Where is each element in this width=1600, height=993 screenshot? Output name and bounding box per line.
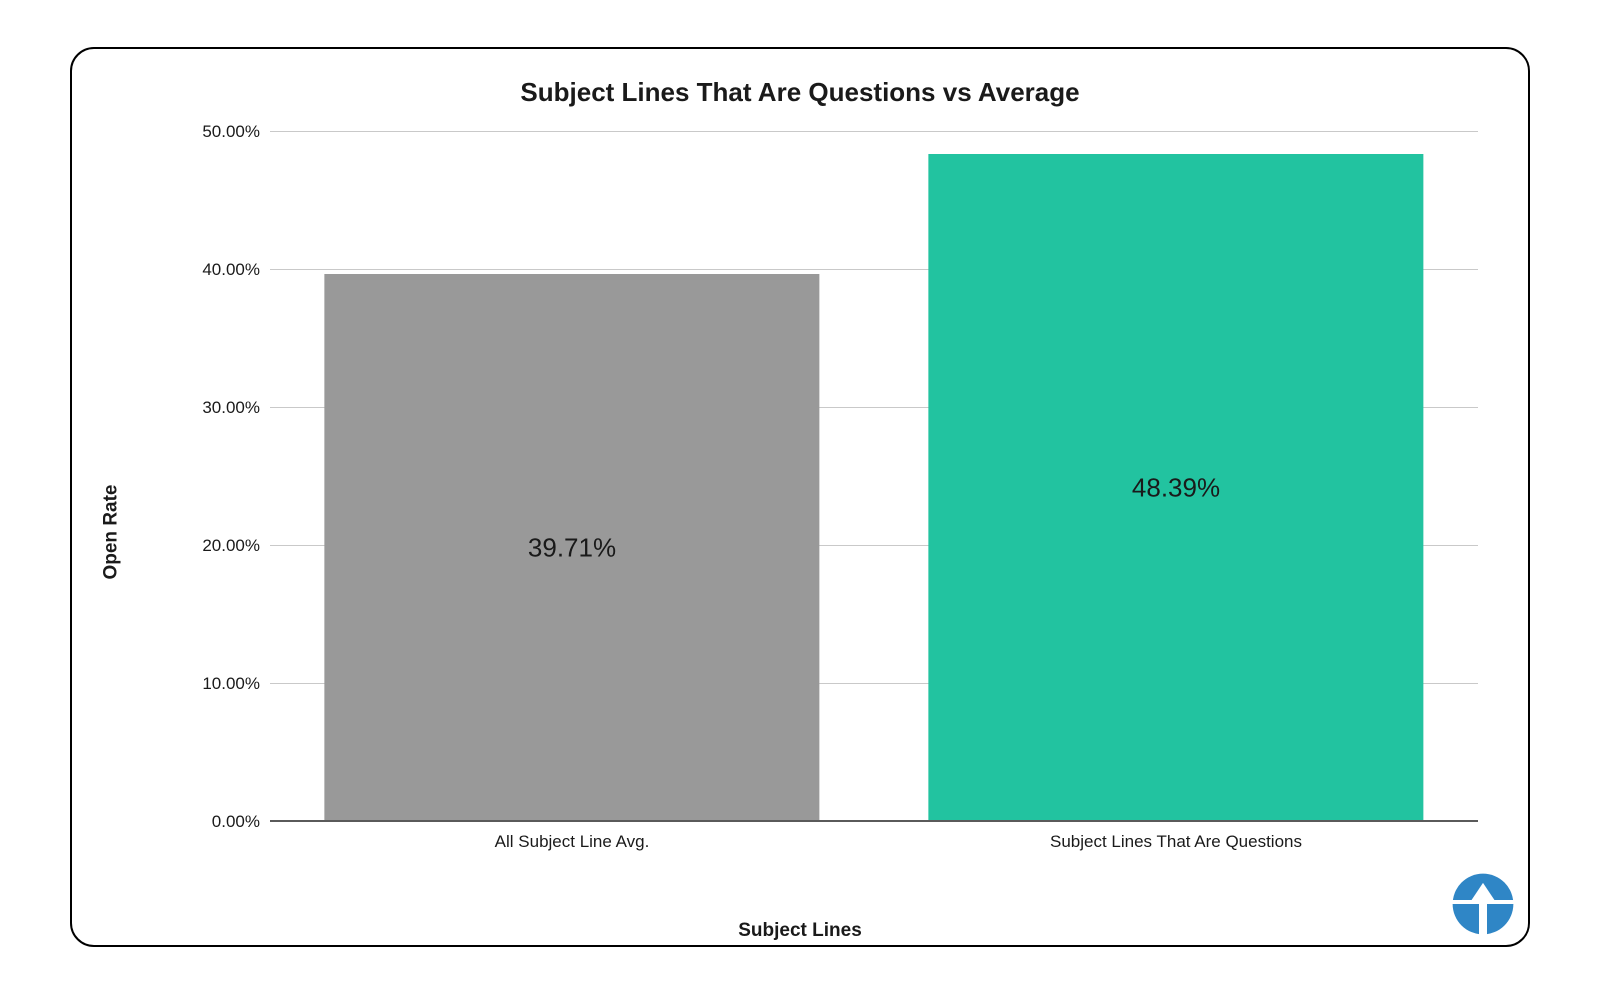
x-axis-baseline	[270, 820, 1478, 822]
bar-slot: 48.39%Subject Lines That Are Questions	[874, 132, 1478, 822]
bars-container: 39.71%All Subject Line Avg.48.39%Subject…	[270, 132, 1478, 822]
chart-title: Subject Lines That Are Questions vs Aver…	[102, 69, 1498, 122]
y-tick-label: 50.00%	[202, 122, 270, 142]
bar-value-label: 39.71%	[528, 532, 616, 563]
bar: 39.71%	[324, 274, 819, 822]
y-tick-label: 20.00%	[202, 536, 270, 556]
bar-slot: 39.71%All Subject Line Avg.	[270, 132, 874, 822]
plot-region: 0.00% 10.00% 20.00% 30.00% 40.00% 50.00% 39.7…	[190, 122, 1478, 862]
y-tick-label: 0.00%	[212, 812, 270, 832]
chart-area: Open Rate Subject Lines 0.00% 10.00% 20.00…	[102, 122, 1498, 942]
bar-value-label: 48.39%	[1132, 472, 1220, 503]
y-tick-label: 10.00%	[202, 674, 270, 694]
x-axis-label: Subject Lines	[102, 920, 1498, 942]
y-tick-label: 40.00%	[202, 260, 270, 280]
bar: 48.39%	[928, 154, 1423, 822]
y-axis-label: Open Rate	[101, 484, 123, 579]
y-tick-label: 30.00%	[202, 398, 270, 418]
x-tick-label: All Subject Line Avg.	[495, 822, 650, 852]
chart-card: Subject Lines That Are Questions vs Aver…	[70, 47, 1530, 947]
plot-inner: 0.00%10.00%20.00%30.00%40.00%50.00% 39.7…	[270, 132, 1478, 822]
brand-logo-icon	[1450, 871, 1516, 937]
x-tick-label: Subject Lines That Are Questions	[1050, 822, 1302, 852]
